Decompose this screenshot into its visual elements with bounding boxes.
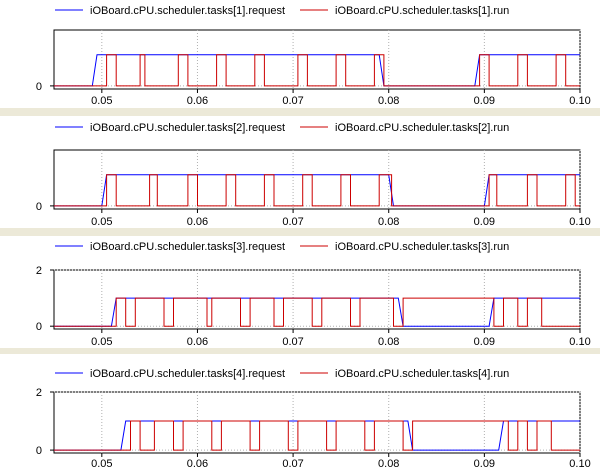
legend-entry: iOBoard.cPU.scheduler.tasks[3].request (55, 241, 285, 253)
panel-separator (0, 348, 600, 354)
y-tick-label: 2 (36, 387, 42, 399)
series-line-request (54, 420, 580, 451)
x-tick-label: 0.07 (282, 336, 303, 348)
x-tick-label: 0.05 (91, 458, 112, 470)
legend-label: iOBoard.cPU.scheduler.tasks[3].run (335, 241, 509, 253)
legend-entry: iOBoard.cPU.scheduler.tasks[1].run (300, 5, 509, 17)
series-line-request (54, 297, 580, 327)
series-line-run (54, 297, 580, 327)
plot-area (53, 149, 581, 210)
legend-label: iOBoard.cPU.scheduler.tasks[1].run (335, 5, 509, 17)
x-tick-label: 0.10 (569, 336, 590, 348)
series-line-run (54, 420, 580, 451)
y-tick-label: 0 (36, 81, 42, 93)
x-tick-label: 0.07 (282, 95, 303, 107)
x-tick-label: 0.09 (474, 458, 495, 470)
legend-entry: iOBoard.cPU.scheduler.tasks[4].run (300, 368, 509, 380)
plot-area (53, 269, 581, 330)
y-tick-label: 0 (36, 201, 42, 213)
x-tick-label: 0.08 (378, 95, 399, 107)
x-tick-label: 0.06 (187, 216, 208, 228)
x-tick-label: 0.07 (282, 216, 303, 228)
x-tick-label: 0.06 (187, 458, 208, 470)
x-tick-label: 0.08 (378, 458, 399, 470)
legend-entry: iOBoard.cPU.scheduler.tasks[3].run (300, 241, 509, 253)
plot-area (53, 29, 581, 90)
x-tick-label: 0.09 (474, 336, 495, 348)
series-line-request (54, 54, 580, 87)
legend-label: iOBoard.cPU.scheduler.tasks[3].request (90, 241, 285, 253)
legend-entry: iOBoard.cPU.scheduler.tasks[2].run (300, 122, 509, 134)
x-tick-label: 0.10 (569, 458, 590, 470)
legend-entry: iOBoard.cPU.scheduler.tasks[4].request (55, 368, 285, 380)
x-tick-label: 0.06 (187, 95, 208, 107)
y-tick-label: 2 (36, 265, 42, 277)
x-tick-label: 0.07 (282, 458, 303, 470)
x-tick-label: 0.09 (474, 95, 495, 107)
legend-label: iOBoard.cPU.scheduler.tasks[2].run (335, 122, 509, 134)
legend-label: iOBoard.cPU.scheduler.tasks[4].run (335, 368, 509, 380)
x-tick-label: 0.08 (378, 216, 399, 228)
legend-entry: iOBoard.cPU.scheduler.tasks[2].request (55, 122, 285, 134)
plot-panel-4: iOBoard.cPU.scheduler.tasks[4].request iO… (36, 368, 591, 470)
legend-label: iOBoard.cPU.scheduler.tasks[2].request (90, 122, 285, 134)
legend-label: iOBoard.cPU.scheduler.tasks[1].request (90, 5, 285, 17)
series-line-run (54, 54, 580, 87)
x-tick-label: 0.10 (569, 216, 590, 228)
plot-panel-2: iOBoard.cPU.scheduler.tasks[2].request iO… (36, 122, 591, 228)
x-tick-label: 0.05 (91, 216, 112, 228)
x-tick-label: 0.08 (378, 336, 399, 348)
plot-panel-1: iOBoard.cPU.scheduler.tasks[1].request iO… (36, 5, 591, 107)
y-tick-label: 0 (36, 445, 42, 457)
x-tick-label: 0.06 (187, 336, 208, 348)
x-tick-label: 0.10 (569, 95, 590, 107)
plot-panel-3: iOBoard.cPU.scheduler.tasks[3].request iO… (36, 241, 591, 348)
legend-entry: iOBoard.cPU.scheduler.tasks[1].request (55, 5, 285, 17)
legend-label: iOBoard.cPU.scheduler.tasks[4].request (90, 368, 285, 380)
series-line-run (54, 174, 580, 207)
panel-separator (0, 228, 600, 236)
panel-separator (0, 108, 600, 116)
x-tick-label: 0.09 (474, 216, 495, 228)
x-tick-label: 0.05 (91, 95, 112, 107)
plot-area (53, 391, 581, 454)
y-tick-label: 0 (36, 321, 42, 333)
x-tick-label: 0.05 (91, 336, 112, 348)
